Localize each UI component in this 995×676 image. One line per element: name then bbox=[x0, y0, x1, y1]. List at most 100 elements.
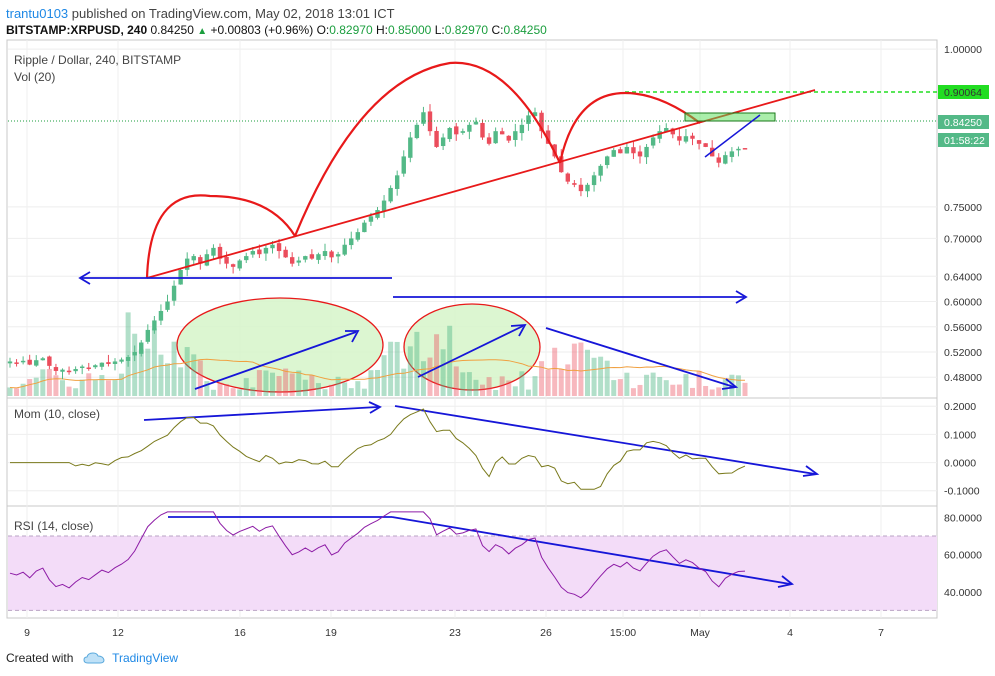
volume-bar bbox=[250, 387, 256, 396]
candle-body bbox=[578, 184, 584, 192]
candle-body bbox=[204, 254, 210, 266]
candle-body bbox=[690, 135, 695, 139]
candle-body bbox=[604, 156, 610, 166]
candle-body bbox=[7, 361, 13, 364]
candle-body bbox=[276, 243, 282, 252]
price-axis: 1.00000 0.75000 0.70000 0.64000 0.60000 0.560… bbox=[944, 44, 982, 599]
volume-bar bbox=[604, 360, 610, 396]
volume-bar bbox=[480, 384, 485, 396]
volume-bar bbox=[86, 373, 92, 396]
volume-bar bbox=[368, 370, 374, 396]
volume-bar bbox=[105, 380, 111, 396]
volume-bar bbox=[558, 368, 564, 396]
volume-bar bbox=[79, 379, 85, 396]
candle-body bbox=[362, 222, 367, 233]
candle-body bbox=[664, 128, 669, 132]
author-link[interactable]: trantu0103 bbox=[6, 6, 69, 21]
candle-body bbox=[145, 329, 151, 342]
candle-body bbox=[263, 247, 269, 254]
volume-bar bbox=[125, 312, 131, 396]
open-value: 0.82970 bbox=[329, 23, 373, 37]
volume-bars bbox=[7, 312, 748, 396]
time-tick-label: 16 bbox=[234, 627, 246, 639]
candle-body bbox=[414, 124, 420, 139]
candle-body bbox=[289, 257, 295, 264]
open-label: O: bbox=[316, 23, 330, 37]
candle-body bbox=[244, 256, 249, 261]
candle-body bbox=[729, 151, 735, 157]
volume-bar bbox=[394, 341, 400, 396]
volume-bar bbox=[650, 372, 656, 396]
volume-bar bbox=[591, 357, 597, 396]
time-tick-label: 26 bbox=[540, 627, 552, 639]
price-markers: 0.90064 0.84250 01:58:22 bbox=[938, 85, 989, 147]
candle-body bbox=[66, 370, 72, 373]
candle-body bbox=[165, 301, 170, 310]
volume-bar bbox=[132, 333, 138, 396]
volume-bar bbox=[53, 375, 59, 396]
candle-body bbox=[650, 137, 656, 146]
candle-body bbox=[703, 143, 708, 147]
target-price-label: 0.90064 bbox=[944, 87, 982, 99]
candle-body bbox=[257, 249, 262, 255]
volume-bar bbox=[532, 376, 538, 396]
candle-body bbox=[565, 173, 571, 182]
candle-body bbox=[696, 140, 702, 144]
volume-bar bbox=[224, 384, 230, 396]
candle-body bbox=[184, 258, 190, 270]
candle-body bbox=[394, 175, 400, 189]
volume-bar bbox=[60, 380, 65, 396]
candle-body bbox=[539, 112, 544, 132]
volume-bar bbox=[709, 389, 715, 396]
tradingview-link[interactable]: TradingView bbox=[112, 651, 179, 665]
volume-bar bbox=[210, 389, 216, 396]
candle-body bbox=[60, 369, 65, 372]
momentum-tick-label: -0.1000 bbox=[944, 486, 980, 498]
candle-body bbox=[532, 112, 538, 117]
volume-bar bbox=[289, 373, 295, 396]
volume-bar bbox=[355, 381, 361, 396]
candle-body bbox=[152, 320, 157, 331]
candle-body bbox=[644, 146, 649, 158]
close-value: 0.84250 bbox=[503, 23, 547, 37]
volume-bar bbox=[683, 374, 689, 396]
volume-bar bbox=[342, 382, 348, 396]
candle-body bbox=[309, 254, 315, 259]
candle-body bbox=[434, 130, 439, 147]
volume-bar bbox=[27, 379, 33, 396]
candle-body bbox=[53, 367, 59, 371]
timer-marker bbox=[938, 133, 989, 147]
volume-bar bbox=[309, 375, 315, 396]
candle-body bbox=[460, 131, 466, 133]
volume-bar bbox=[696, 370, 702, 396]
candle-body bbox=[447, 128, 452, 140]
candle-body bbox=[716, 157, 721, 163]
rsi-tick-label: 60.0000 bbox=[944, 550, 982, 562]
candle-body bbox=[158, 310, 164, 321]
candle-body bbox=[440, 137, 446, 147]
low-value: 0.82970 bbox=[444, 23, 489, 37]
candle-body bbox=[79, 366, 85, 369]
rsi-line bbox=[9, 511, 746, 599]
volume-bar bbox=[617, 379, 623, 396]
candle-body bbox=[171, 285, 177, 301]
candle-body bbox=[342, 244, 347, 255]
candle-body bbox=[513, 131, 518, 140]
up-arrow-icon: ▲ bbox=[197, 26, 208, 37]
candle-body bbox=[303, 256, 308, 260]
candle-body bbox=[93, 365, 98, 368]
candle-body bbox=[624, 146, 630, 154]
candle-body bbox=[427, 111, 433, 132]
volume-bar bbox=[585, 349, 590, 396]
volume-bar bbox=[256, 370, 262, 396]
time-axis: 9 12 16 19 23 26 15:00 May 4 7 bbox=[24, 627, 884, 639]
price-tick-label: 0.70000 bbox=[944, 233, 982, 245]
trading-chart[interactable]: Ripple / Dollar, 240, BITSTAMP Vol (20) … bbox=[0, 38, 995, 650]
candle-body bbox=[270, 244, 275, 249]
candle-body bbox=[572, 183, 577, 185]
candle-body bbox=[506, 135, 511, 141]
candle-body bbox=[217, 246, 223, 259]
volume-bar bbox=[158, 354, 164, 396]
volume-bar bbox=[329, 384, 335, 396]
volume-bar bbox=[657, 377, 663, 396]
